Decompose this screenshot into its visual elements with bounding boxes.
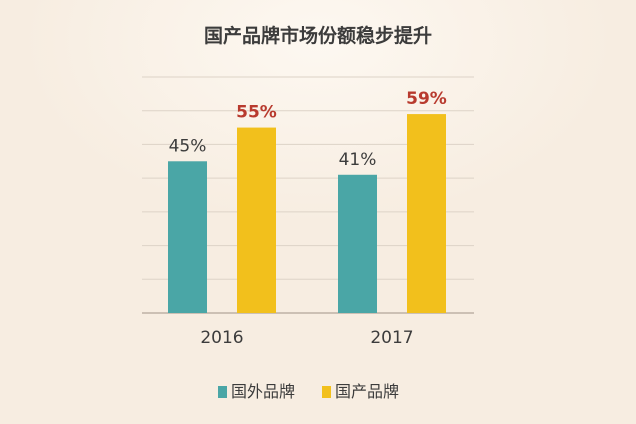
legend-label: 国外品牌 <box>231 382 295 401</box>
value-label: 55% <box>236 103 277 123</box>
bar-国外品牌-2016 <box>168 161 207 313</box>
bars <box>168 114 446 313</box>
bar-国外品牌-2017 <box>338 174 377 313</box>
legend-swatch <box>322 386 331 398</box>
value-label: 41% <box>339 150 377 170</box>
value-label: 45% <box>169 136 207 156</box>
legend-label: 国产品牌 <box>335 382 399 401</box>
bar-国产品牌-2016 <box>237 127 276 313</box>
x-axis-ticks: 2016 2017 <box>200 328 413 348</box>
bar-国产品牌-2017 <box>407 114 446 313</box>
x-tick-label: 2017 <box>370 328 413 348</box>
legend-swatch <box>218 386 227 398</box>
value-labels: 45% 55% 41% 59% <box>169 89 447 170</box>
x-tick-label: 2016 <box>200 328 243 348</box>
value-label: 59% <box>406 89 447 109</box>
legend: 国外品牌 国产品牌 <box>218 382 399 401</box>
chart-title: 国产品牌市场份额稳步提升 <box>204 24 432 47</box>
